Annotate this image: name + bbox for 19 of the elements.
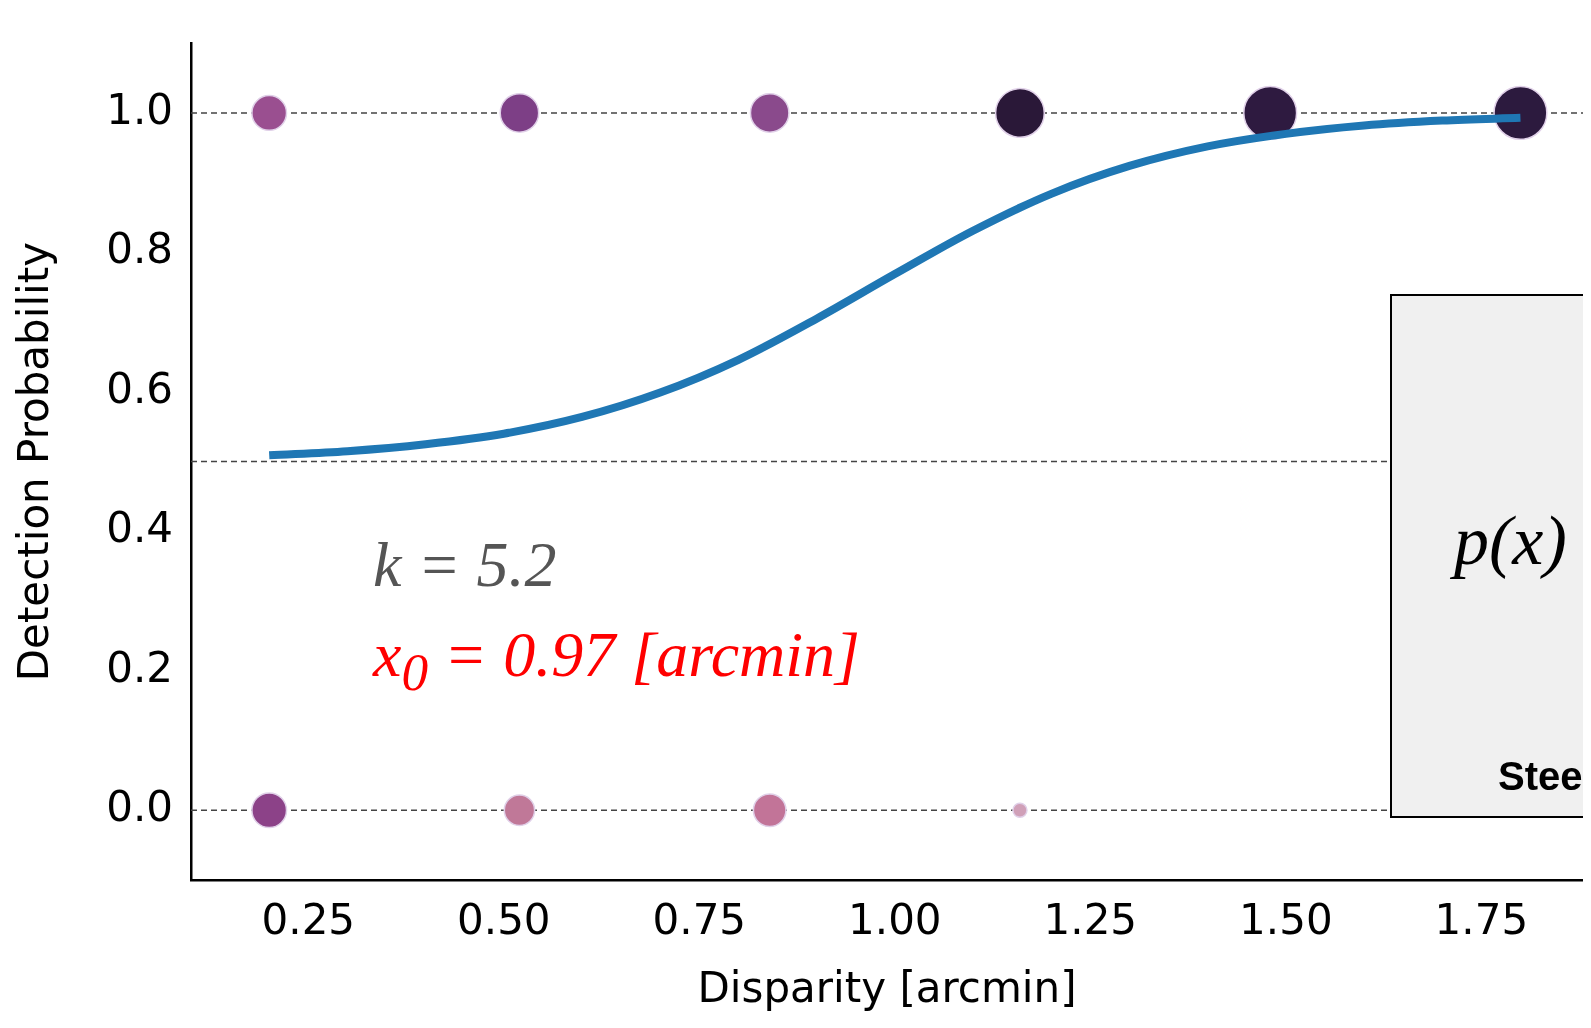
y-tick-label: 1.0 <box>106 84 173 134</box>
x-tick-label: 1.25 <box>1043 895 1138 945</box>
y-tick-label: 0.2 <box>106 642 173 692</box>
x-tick-label: 1.75 <box>1434 895 1529 945</box>
y-tick-label: 0.6 <box>106 363 173 413</box>
x-tick-label: 0.50 <box>457 895 551 945</box>
x-tick-label: 0.25 <box>261 895 356 945</box>
y-tick-label: 0.0 <box>106 782 173 832</box>
y-axis-title: Detection Probability <box>9 241 59 682</box>
formula-panel: p(x) Stee <box>1390 294 1583 818</box>
annotation: k = 5.2 <box>373 528 557 602</box>
annotation: x$_{0}$ = 0.97 [arcmin] <box>373 618 861 703</box>
x-tick-label: 1.00 <box>848 895 942 945</box>
annotation: Stee <box>1498 754 1583 799</box>
y-tick-label: 0.8 <box>106 224 173 274</box>
x-tick-label: 0.75 <box>652 895 747 945</box>
x-tick-label: 1.50 <box>1239 895 1333 945</box>
y-tick-label: 0.4 <box>106 503 173 553</box>
x-axis-title: Disparity [arcmin] <box>697 962 1077 1012</box>
